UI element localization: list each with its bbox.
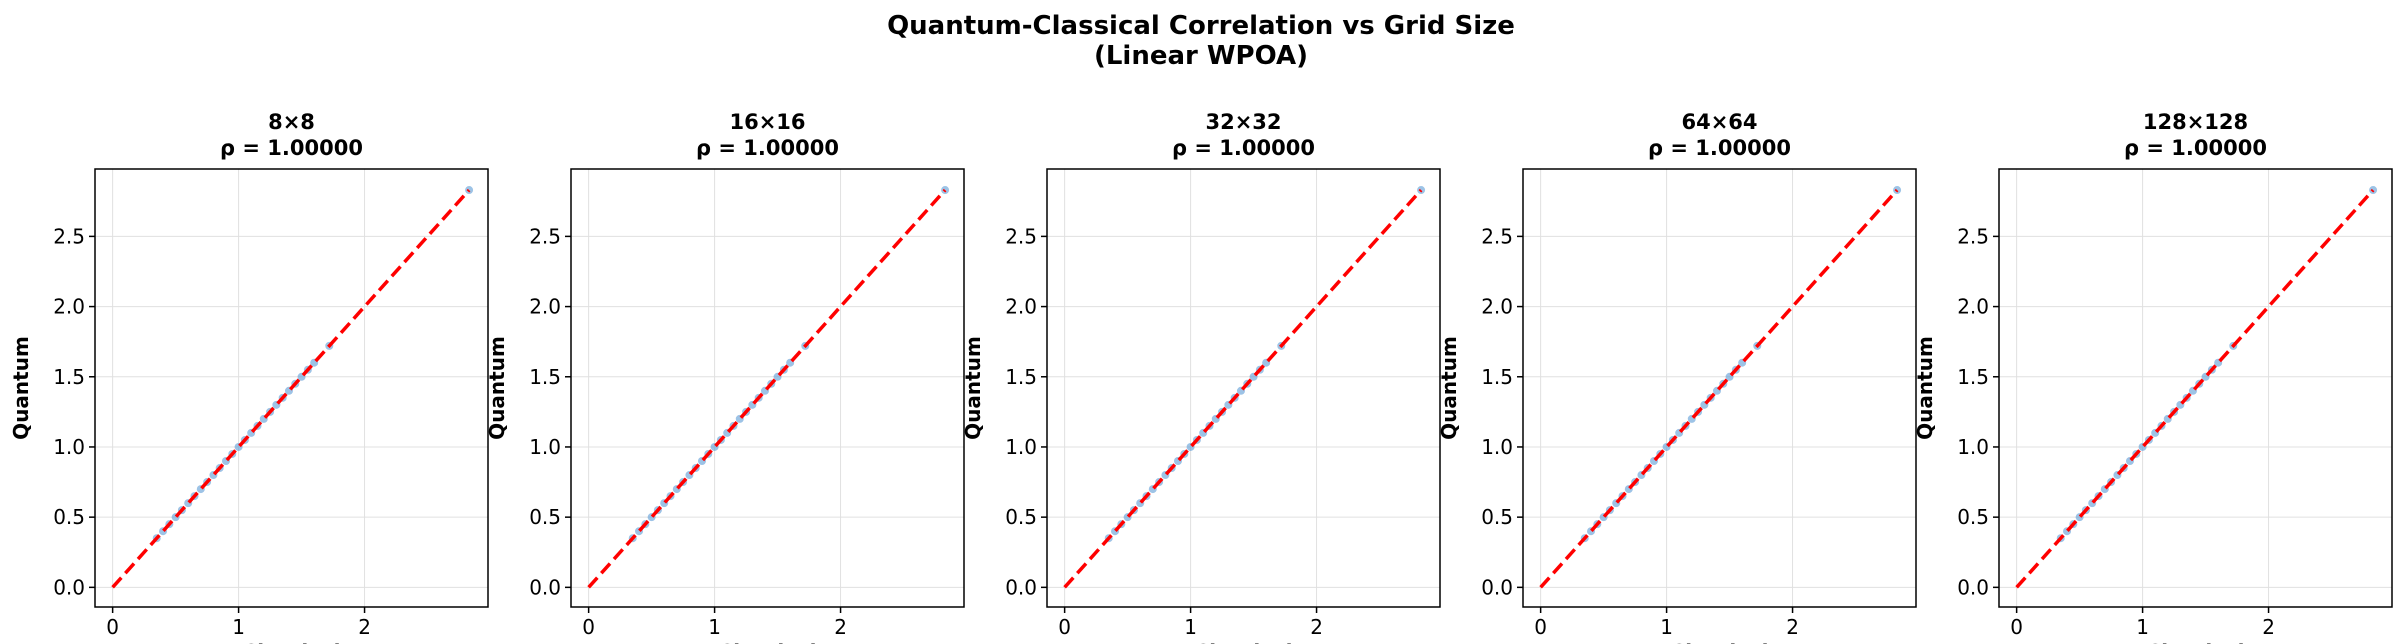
panel-title: 64×64 <box>1681 110 1757 134</box>
x-tick-label: 2 <box>1786 615 1799 639</box>
x-axis-label: Classical <box>2147 640 2245 644</box>
x-tick-label: 2 <box>2262 615 2275 639</box>
panel-correlation: ρ = 1.00000 <box>1648 136 1791 160</box>
x-tick-label: 1 <box>232 615 245 639</box>
y-tick-label: 0.0 <box>529 575 561 599</box>
y-tick-label: 1.0 <box>1957 435 1989 459</box>
panel-title: 8×8 <box>268 110 315 134</box>
panel-correlation: ρ = 1.00000 <box>2124 136 2267 160</box>
panels: 8×8ρ = 1.000000120.00.51.01.52.02.5Class… <box>9 110 2393 644</box>
y-tick-label: 2.0 <box>529 295 561 319</box>
y-tick-label: 1.0 <box>529 435 561 459</box>
panel-correlation: ρ = 1.00000 <box>220 136 363 160</box>
x-tick-label: 0 <box>106 615 119 639</box>
y-tick-label: 2.0 <box>53 295 85 319</box>
x-tick-label: 0 <box>582 615 595 639</box>
y-tick-label: 0.0 <box>53 575 85 599</box>
figure-title-line2: (Linear WPOA) <box>1094 41 1308 71</box>
reference-line <box>1539 188 1899 589</box>
panel-correlation: ρ = 1.00000 <box>1172 136 1315 160</box>
reference-line <box>587 188 947 589</box>
y-tick-label: 0.0 <box>1481 575 1513 599</box>
y-tick-label: 1.0 <box>53 435 85 459</box>
reference-line <box>2015 188 2375 589</box>
x-tick-label: 1 <box>708 615 721 639</box>
y-tick-label: 2.0 <box>1957 295 1989 319</box>
y-tick-label: 1.5 <box>53 365 85 389</box>
x-tick-label: 1 <box>1660 615 1673 639</box>
x-axis-label: Classical <box>243 640 341 644</box>
panel-title: 16×16 <box>729 110 805 134</box>
y-axis-label: Quantum <box>1913 336 1937 440</box>
y-tick-label: 2.5 <box>529 224 561 248</box>
x-tick-label: 0 <box>1534 615 1547 639</box>
x-tick-label: 1 <box>2136 615 2149 639</box>
figure-title-line1: Quantum-Classical Correlation vs Grid Si… <box>887 11 1515 41</box>
x-axis-label: Classical <box>719 640 817 644</box>
axes-frame <box>1522 168 1917 608</box>
y-tick-label: 0.5 <box>1481 505 1513 529</box>
y-axis-label: Quantum <box>485 336 509 440</box>
y-tick-label: 2.5 <box>53 224 85 248</box>
x-tick-label: 2 <box>834 615 847 639</box>
panel-title: 128×128 <box>2143 110 2248 134</box>
x-tick-label: 1 <box>1184 615 1197 639</box>
x-tick-label: 2 <box>358 615 371 639</box>
y-tick-label: 0.5 <box>529 505 561 529</box>
reference-line <box>1063 188 1423 589</box>
scatter-panel-1: 8×8ρ = 1.00000 0 1 2 0.0 0.5 1.0 1.5 2.0 2.5 Class… <box>9 110 489 644</box>
y-tick-label: 0.0 <box>1005 575 1037 599</box>
y-tick-label: 2.0 <box>1481 295 1513 319</box>
x-axis-label: Classical <box>1195 640 1293 644</box>
axes-frame <box>94 168 489 608</box>
y-tick-label: 1.5 <box>1957 365 1989 389</box>
axes-frame <box>1998 168 2393 608</box>
y-tick-label: 1.0 <box>1005 435 1037 459</box>
x-tick-label: 0 <box>2010 615 2023 639</box>
y-tick-label: 2.0 <box>1005 295 1037 319</box>
y-tick-label: 1.0 <box>1481 435 1513 459</box>
x-tick-label: 2 <box>1310 615 1323 639</box>
scatter-panel-2: 16×16ρ = 1.00000 0 1 2 0.0 0.5 1.0 1.5 2.0 2.5 Cla… <box>485 110 965 644</box>
scatter-panel-3: 32×32ρ = 1.00000 0 1 2 0.0 0.5 1.0 1.5 2.0 2.5 Cla… <box>961 110 1441 644</box>
y-tick-label: 1.5 <box>1481 365 1513 389</box>
y-tick-label: 0.5 <box>1957 505 1989 529</box>
x-axis-label: Classical <box>1671 640 1769 644</box>
axes-frame <box>1046 168 1441 608</box>
y-axis-label: Quantum <box>9 336 33 440</box>
y-tick-label: 1.5 <box>1005 365 1037 389</box>
y-axis-label: Quantum <box>1437 336 1461 440</box>
y-tick-label: 2.5 <box>1481 224 1513 248</box>
axes-frame <box>570 168 965 608</box>
y-axis-label: Quantum <box>961 336 985 440</box>
y-tick-label: 2.5 <box>1957 224 1989 248</box>
reference-line <box>111 188 471 589</box>
panel-correlation: ρ = 1.00000 <box>696 136 839 160</box>
y-tick-label: 1.5 <box>529 365 561 389</box>
y-tick-label: 0.5 <box>1005 505 1037 529</box>
y-tick-label: 2.5 <box>1005 224 1037 248</box>
scatter-panel-4: 64×64ρ = 1.00000 0 1 2 0.0 0.5 1.0 1.5 2.0 2.5 Cla… <box>1437 110 1917 644</box>
y-tick-label: 0.5 <box>53 505 85 529</box>
x-tick-label: 0 <box>1058 615 1071 639</box>
panel-title: 32×32 <box>1205 110 1281 134</box>
y-tick-label: 0.0 <box>1957 575 1989 599</box>
